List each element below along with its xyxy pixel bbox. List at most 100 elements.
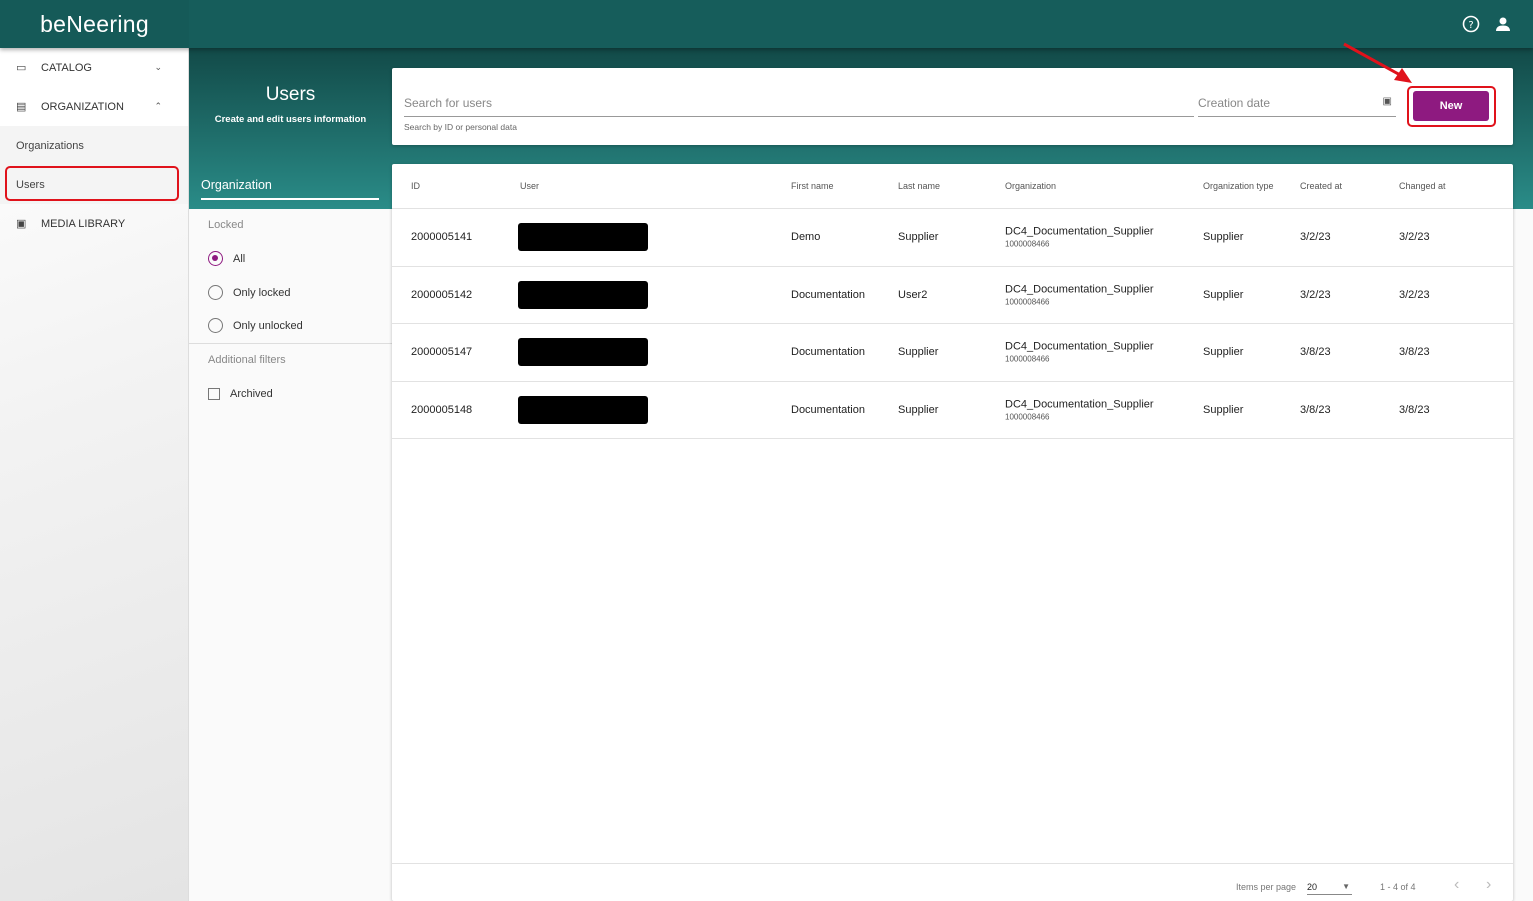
org-id: 1000008466 — [1005, 239, 1050, 249]
cell-id: 2000005147 — [411, 346, 473, 359]
sidebar-item-organizations[interactable]: Organizations — [0, 126, 188, 165]
table-row[interactable]: 2000005148 Documentation Supplier DC4_Docum… — [392, 382, 1513, 439]
cell-first: Documentation — [791, 288, 865, 301]
search-input[interactable]: Search for users — [404, 88, 1194, 117]
redacted-user — [518, 223, 648, 252]
logo[interactable]: beNeering — [0, 0, 189, 48]
cell-changed: 3/2/23 — [1399, 288, 1430, 301]
cell-changed: 3/2/23 — [1399, 231, 1430, 244]
cell-first: Demo — [791, 231, 821, 244]
cell-id: 2000005148 — [411, 403, 473, 416]
cell-type: Supplier — [1203, 346, 1244, 359]
account-icon[interactable] — [1493, 14, 1513, 34]
annotation-box-users — [5, 166, 179, 201]
locked-label: Locked — [208, 219, 244, 231]
cell-created: 3/2/23 — [1300, 231, 1331, 244]
redacted-user — [518, 280, 648, 309]
column-header[interactable]: ID — [411, 181, 420, 191]
cell-created: 3/8/23 — [1300, 346, 1331, 359]
radio-label: All — [233, 252, 246, 265]
sidebar: ▭ CATALOG ⌄ ▤ ORGANIZATION ⌃ Organizations U… — [0, 48, 189, 901]
items-per-page-select[interactable]: 20 ▼ — [1307, 878, 1352, 895]
search-hint: Search by ID or personal data — [404, 122, 517, 132]
cell-org: DC4_Documentation_Supplier 1000008466 — [1005, 283, 1154, 306]
new-button[interactable]: New — [1413, 91, 1489, 121]
additional-filters-label: Additional filters — [208, 354, 286, 366]
sidebar-item-label: ORGANIZATION — [41, 100, 124, 113]
annotation-arrow-icon — [1343, 42, 1412, 83]
checkbox-icon — [208, 388, 220, 400]
cell-last: Supplier — [898, 346, 939, 359]
cell-type: Supplier — [1203, 288, 1244, 301]
search-card: Search for users Search by ID or persona… — [392, 68, 1513, 145]
cell-type: Supplier — [1203, 231, 1244, 244]
cell-first: Documentation — [791, 403, 865, 416]
chevron-up-icon: ⌃ — [154, 101, 162, 111]
tab-organization[interactable]: Organization — [201, 178, 379, 200]
cell-org: DC4_Documentation_Supplier 1000008466 — [1005, 226, 1154, 249]
redacted-user — [518, 395, 648, 424]
checkbox-label: Archived — [230, 388, 273, 400]
table-header: ID User First name Last name Organization Org… — [392, 164, 1513, 209]
cell-first: Documentation — [791, 346, 865, 359]
cell-type: Supplier — [1203, 403, 1244, 416]
sidebar-item-media-library[interactable]: ▣ MEDIA LIBRARY — [0, 204, 188, 243]
next-page-button[interactable]: › — [1486, 876, 1492, 893]
column-header[interactable]: Organization — [1005, 181, 1057, 191]
page-range: 1 - 4 of 4 — [1380, 882, 1416, 892]
column-header[interactable]: Created at — [1300, 181, 1343, 191]
items-per-page-label: Items per page — [1236, 882, 1297, 892]
org-id: 1000008466 — [1005, 297, 1050, 307]
org-name: DC4_Documentation_Supplier — [1005, 225, 1154, 238]
radio-all[interactable]: All — [208, 251, 245, 266]
column-header[interactable]: User — [520, 181, 540, 191]
users-table: ID User First name Last name Organization Org… — [392, 164, 1513, 901]
sidebar-item-catalog[interactable]: ▭ CATALOG ⌄ — [0, 48, 188, 87]
annotation-box-new — [1407, 86, 1496, 127]
page-title: Users — [265, 84, 316, 105]
radio-only-locked[interactable]: Only locked — [208, 285, 290, 300]
cell-created: 3/8/23 — [1300, 403, 1331, 416]
archived-checkbox[interactable]: Archived — [208, 388, 273, 400]
creation-date-input[interactable]: Creation date ▣ — [1198, 88, 1396, 117]
paginator: Items per page 20 ▼ 1 - 4 of 4 ‹ › — [392, 863, 1513, 901]
divider — [189, 343, 392, 344]
org-id: 1000008466 — [1005, 354, 1050, 364]
table-row[interactable]: 2000005142 Documentation User2 DC4_Document… — [392, 267, 1513, 324]
radio-checked-icon — [208, 251, 223, 266]
radio-only-unlocked[interactable]: Only unlocked — [208, 318, 303, 333]
table-row[interactable]: 2000005141 Demo Supplier DC4_Documentation_… — [392, 209, 1513, 267]
date-placeholder: Creation date — [1198, 96, 1271, 110]
page-subtitle: Create and edit users information — [214, 114, 367, 125]
cell-changed: 3/8/23 — [1399, 403, 1430, 416]
cell-id: 2000005141 — [411, 231, 473, 244]
org-id: 1000008466 — [1005, 412, 1050, 422]
org-name: DC4_Documentation_Supplier — [1005, 283, 1154, 296]
sidebar-item-users[interactable]: Users — [0, 165, 188, 204]
cell-last: Supplier — [898, 231, 939, 244]
sidebar-item-organization[interactable]: ▤ ORGANIZATION ⌃ — [0, 87, 188, 126]
help-circle-icon[interactable]: ? — [1461, 14, 1481, 34]
column-header[interactable]: Last name — [898, 181, 941, 191]
cell-org: DC4_Documentation_Supplier 1000008466 — [1005, 398, 1154, 421]
column-header[interactable]: Changed at — [1399, 181, 1446, 191]
building-icon: ▤ — [16, 101, 27, 113]
sidebar-item-label: MEDIA LIBRARY — [41, 217, 126, 230]
column-header[interactable]: Organization type — [1203, 181, 1274, 191]
cell-org: DC4_Documentation_Supplier 1000008466 — [1005, 341, 1154, 364]
org-name: DC4_Documentation_Supplier — [1005, 340, 1154, 353]
dropdown-arrow-icon: ▼ — [1342, 882, 1350, 891]
media-icon: ▣ — [16, 218, 27, 230]
radio-label: Only unlocked — [233, 319, 303, 332]
radio-unchecked-icon — [208, 285, 223, 300]
cell-created: 3/2/23 — [1300, 288, 1331, 301]
radio-unchecked-icon — [208, 318, 223, 333]
table-row[interactable]: 2000005147 Documentation Supplier DC4_Docum… — [392, 324, 1513, 382]
radio-label: Only locked — [233, 286, 291, 299]
filter-panel — [189, 209, 392, 901]
items-per-page-value: 20 — [1307, 882, 1318, 892]
prev-page-button[interactable]: ‹ — [1454, 876, 1460, 893]
column-header[interactable]: First name — [791, 181, 834, 191]
cell-last: User2 — [898, 288, 928, 301]
calendar-icon[interactable]: ▣ — [1382, 96, 1392, 107]
